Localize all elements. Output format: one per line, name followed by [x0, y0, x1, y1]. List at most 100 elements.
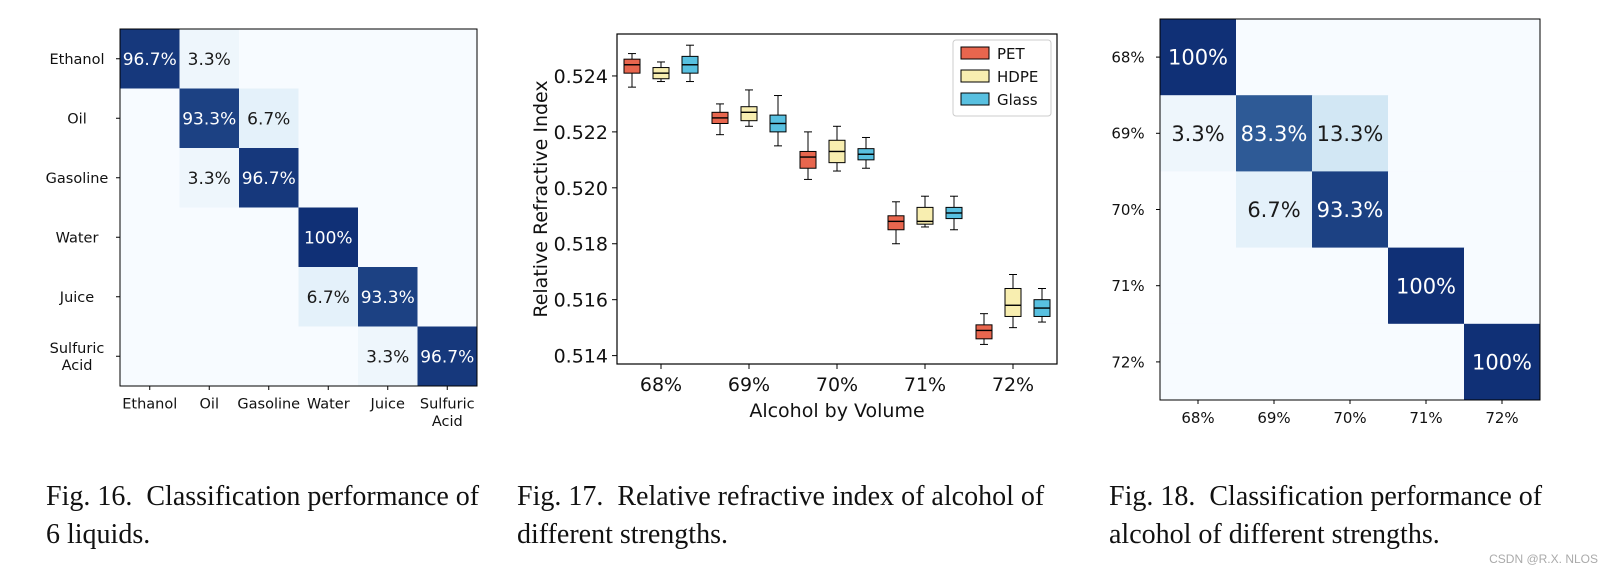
cell-value-label: 6.7%: [247, 109, 290, 129]
heatmap-cell: [417, 29, 478, 89]
heatmap-cell: [358, 88, 418, 149]
legend-swatch: [960, 92, 990, 106]
heatmap-cell: [298, 267, 359, 327]
heatmap-cell: [1236, 247, 1313, 325]
y-tick-label: 0.516: [554, 290, 608, 312]
heatmap-cell: [1388, 95, 1465, 172]
heatmap-cell: [120, 88, 180, 149]
heatmap-cell: [179, 88, 240, 149]
heatmap-cell: [1160, 95, 1237, 172]
y-tick-label: 0.524: [554, 66, 608, 88]
heatmap-cell: [239, 29, 299, 89]
heatmap-cell: [1464, 247, 1541, 325]
heatmap-cell: [1388, 171, 1465, 249]
y-tick-label: Gasoline: [46, 171, 109, 187]
heatmap-cell: [1464, 323, 1541, 401]
heatmap-cell: [239, 148, 299, 208]
fig17-boxplot: 0.514 0.516 0.518 0.520 0.522 0.524 68% 69% 70% 7…: [530, 33, 1058, 422]
heatmap-cell: [179, 148, 240, 208]
cell-value-label: 3.3%: [366, 347, 409, 367]
heatmap-cell: [239, 267, 299, 327]
x-tick-label: 68%: [640, 374, 682, 396]
x-tick-label: 72%: [1485, 409, 1518, 427]
y-tick-label: 0.518: [554, 234, 608, 256]
cell-value-label: 3.3%: [188, 169, 231, 189]
y-tick-label: 0.522: [554, 122, 608, 144]
heatmap-cell: [120, 148, 180, 208]
heatmap-cell: [239, 207, 299, 268]
cell-value-label: 96.7%: [420, 347, 474, 367]
heatmap-cell: [1312, 247, 1389, 325]
y-tick-label: Oil: [67, 111, 86, 127]
y-tick-label: Water: [56, 230, 99, 246]
cell-value-label: 100%: [304, 228, 353, 248]
y-tick-label: 70%: [1111, 201, 1144, 219]
heatmap-cell: [1236, 323, 1313, 401]
heatmap-cell: [1236, 171, 1313, 249]
heatmap-cell: [298, 326, 359, 387]
heatmap-cell: [298, 88, 359, 149]
cell-value-label: 13.3%: [1317, 122, 1384, 146]
y-tick-label: Ethanol: [49, 52, 104, 68]
y-tick-label: Sulfuric Acid: [50, 341, 105, 374]
y-tick-label: 0.520: [554, 178, 608, 200]
x-tick-label: 69%: [728, 374, 770, 396]
heatmap-cell: [358, 326, 418, 387]
heatmap-cell: [1464, 171, 1541, 249]
cell-value-label: 6.7%: [307, 288, 350, 308]
heatmap-cell: [179, 29, 240, 89]
x-tick-label: Gasoline: [237, 397, 300, 413]
x-tick-label: 70%: [1333, 409, 1366, 427]
box-body: [916, 206, 934, 225]
heatmap-cell: [298, 207, 359, 268]
fig18-confusion-matrix: 100% 3.3% 83.3% 13.3% 6.7% 93.3% 100% 100% 68% 69…: [1111, 18, 1541, 427]
box-body: [887, 215, 905, 231]
legend-label: PET: [997, 45, 1026, 63]
x-axis-label: Alcohol by Volume: [749, 400, 924, 422]
heatmap-cell: [179, 326, 240, 387]
cell-value-label: 100%: [1396, 274, 1456, 298]
x-tick-label: Oil: [200, 397, 219, 413]
cell-value-label: 6.7%: [1247, 198, 1300, 222]
heatmap-cell: [1160, 323, 1237, 401]
box-body: [740, 106, 758, 122]
cell-value-label: 96.7%: [123, 50, 177, 70]
fig17-caption-number: Fig. 17.: [517, 481, 604, 512]
x-tick-label: 70%: [816, 374, 858, 396]
heatmap-cell: [1388, 247, 1465, 325]
heatmap-cell: [417, 148, 478, 208]
heatmap-cell: [120, 326, 180, 387]
x-tick-label: Sulfuric Acid: [420, 397, 475, 430]
heatmap-cell: [1160, 247, 1237, 325]
cell-value-label: 100%: [1472, 350, 1532, 374]
heatmap-cell: [239, 88, 299, 149]
heatmap-cell: [358, 267, 418, 327]
fig16-caption: Fig. 16. Classification performance of 6…: [46, 478, 486, 554]
heatmap-cell: [298, 29, 359, 89]
fig17-caption: Fig. 17. Relative refractive index of al…: [517, 478, 1082, 554]
heatmap-cell: [120, 207, 180, 268]
heatmap-cell: [1388, 323, 1465, 401]
legend-swatch: [960, 46, 990, 60]
watermark: CSDN @R.X. NLOS: [1489, 552, 1598, 566]
x-tick-label: Water: [307, 397, 350, 413]
heatmap-cell: [239, 326, 299, 387]
heatmap-cell: [1312, 95, 1389, 172]
cell-value-label: 100%: [1168, 46, 1228, 70]
heatmap-cell: [179, 267, 240, 327]
x-tick-label: 72%: [992, 374, 1034, 396]
heatmap-cell: [417, 267, 478, 327]
fig18-caption-text: Classification performance of alcohol of…: [1109, 481, 1543, 550]
legend-label: Glass: [997, 91, 1038, 109]
fig16-caption-number: Fig. 16.: [46, 481, 133, 512]
cell-value-label: 3.3%: [1171, 122, 1224, 146]
heatmap-cell: [1312, 19, 1389, 96]
fig18-caption-number: Fig. 18.: [1109, 481, 1196, 512]
cell-value-label: 83.3%: [1241, 122, 1308, 146]
heatmap-cell: [358, 207, 418, 268]
cell-value-label: 3.3%: [188, 50, 231, 70]
y-tick-label: 69%: [1111, 125, 1144, 143]
fig16-caption-text: Classification performance of 6 liquids.: [46, 481, 480, 550]
heatmap-cell: [1312, 323, 1389, 401]
heatmap-cell: [1236, 19, 1313, 96]
